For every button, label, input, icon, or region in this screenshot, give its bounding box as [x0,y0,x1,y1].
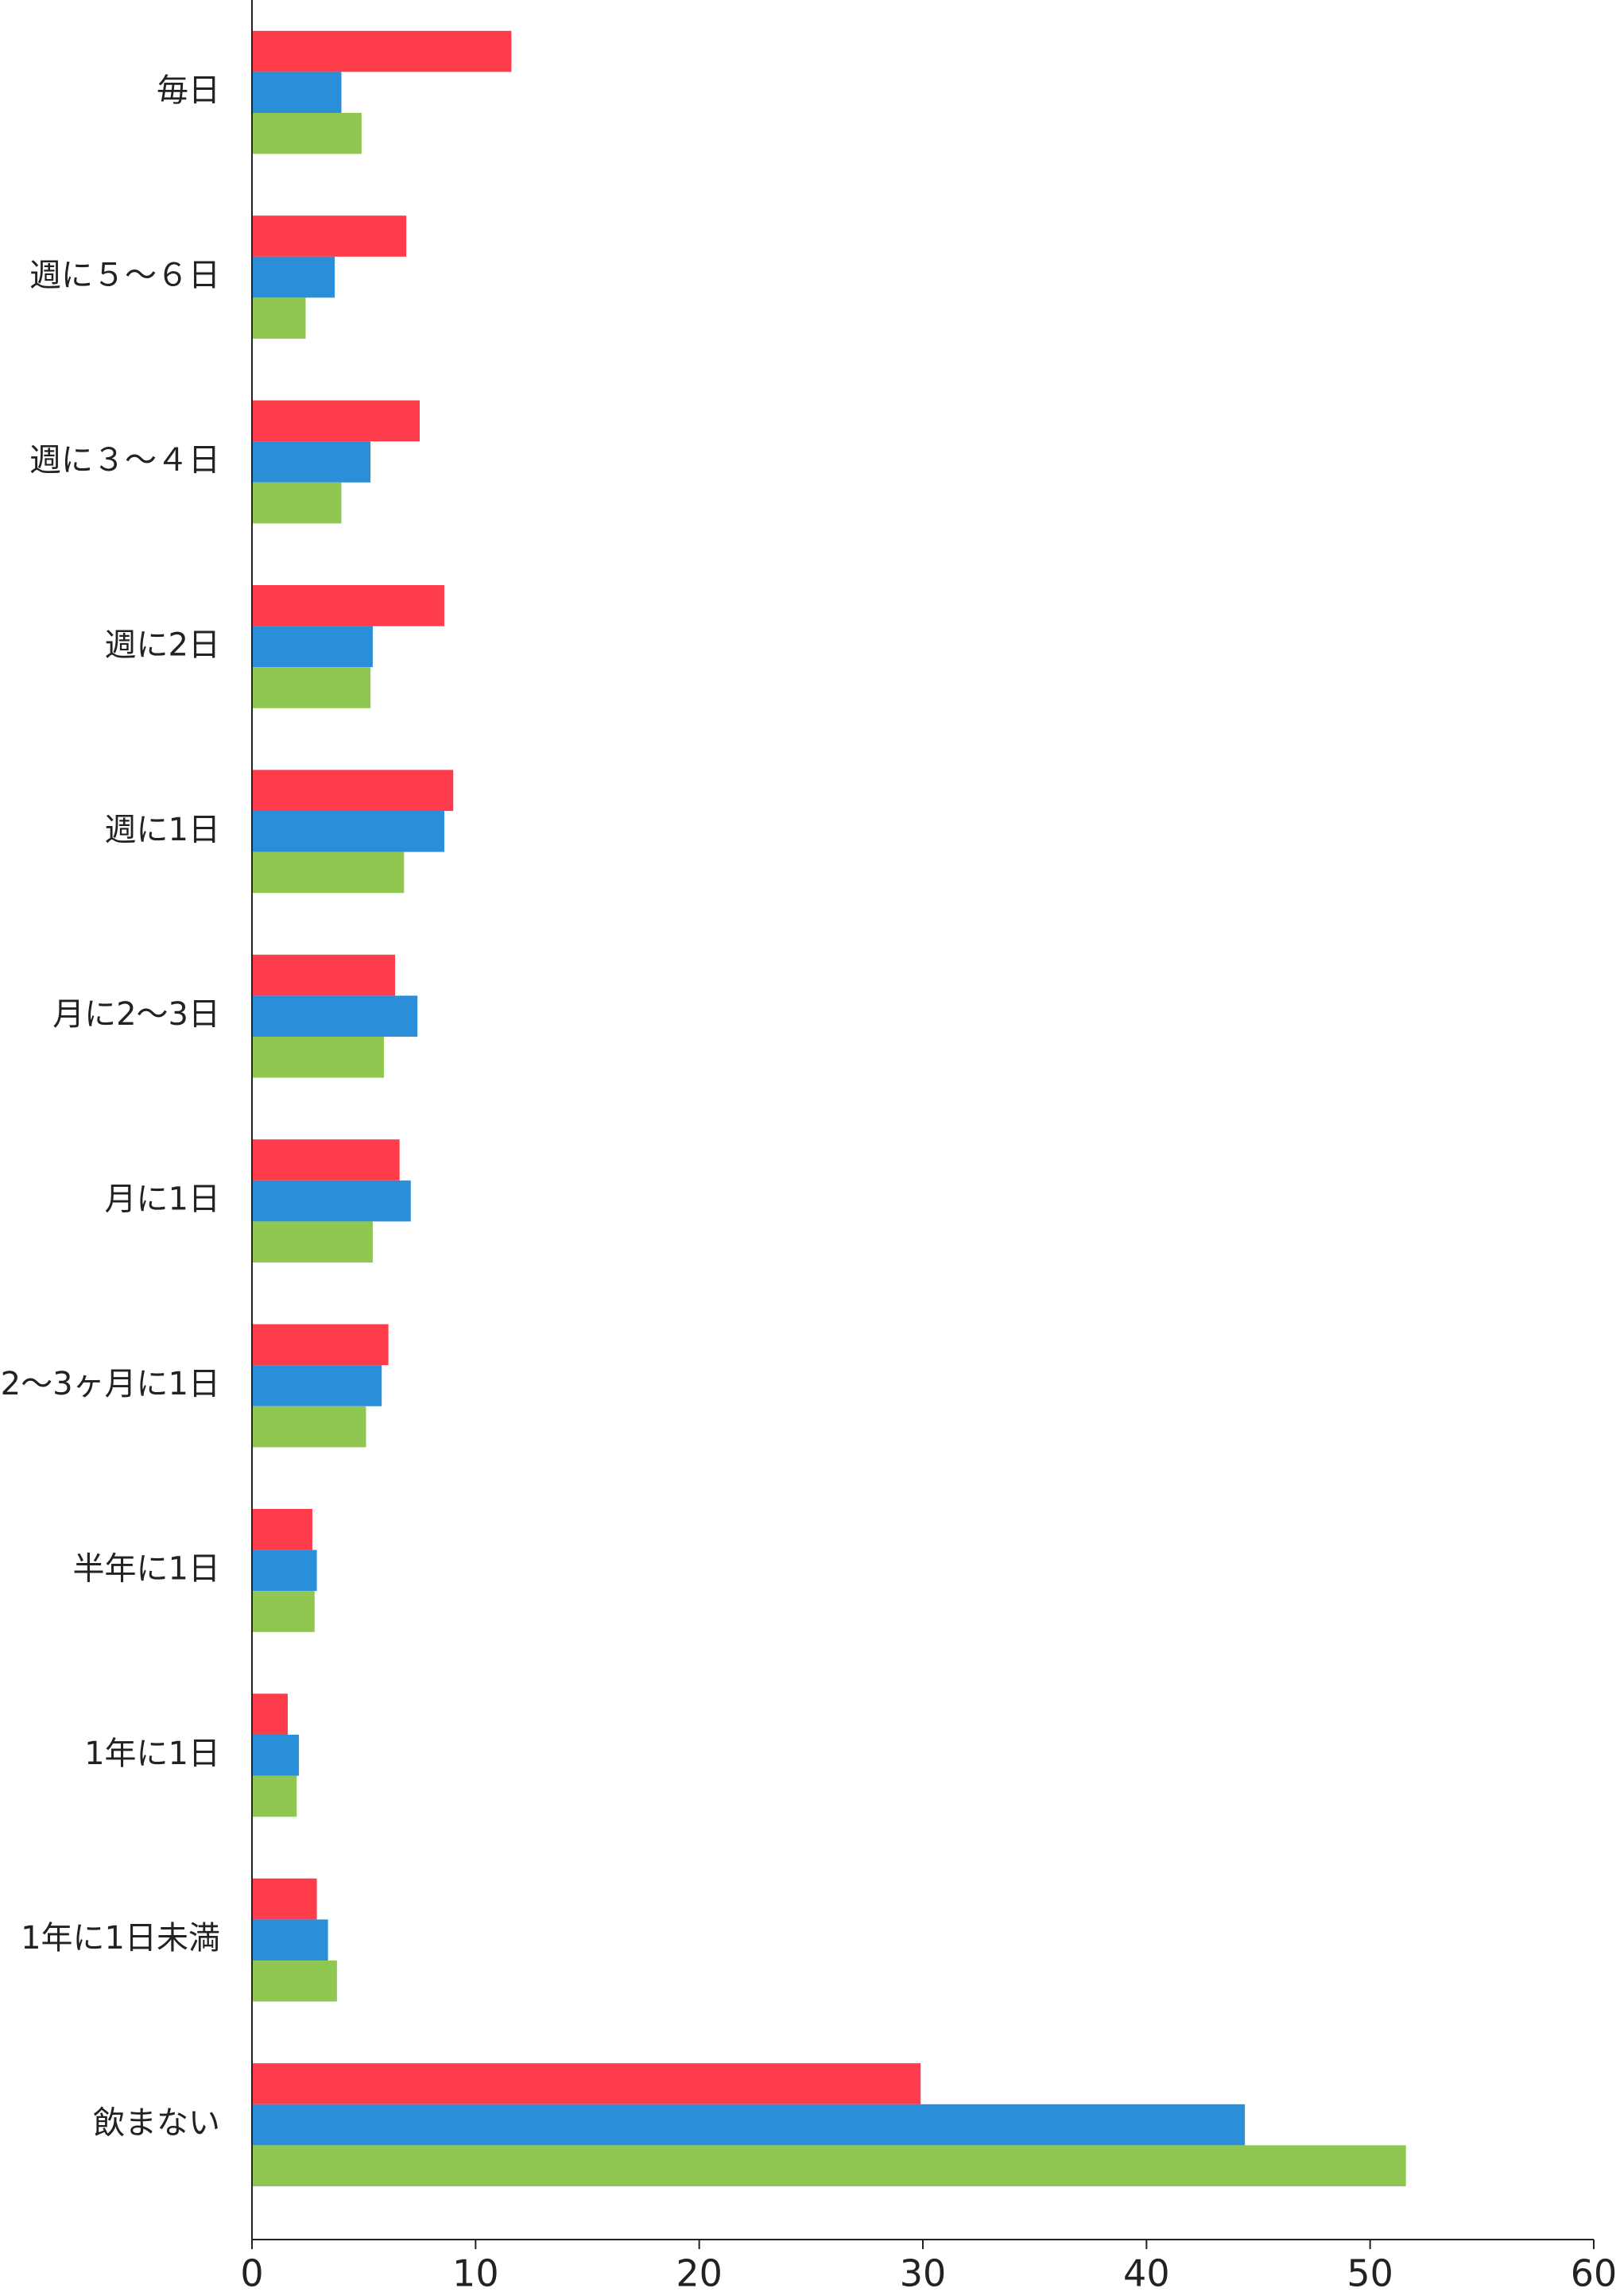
bar [252,811,444,852]
bar [252,215,407,257]
x-tick-label: 30 [900,2252,947,2295]
y-tick-label: 週に1日 [105,812,220,848]
bar [252,954,396,996]
bar [252,626,373,668]
y-tick-label: 週に３～４日 [29,442,220,479]
x-tick-label: 60 [1571,2252,1616,2295]
bar [252,2063,921,2104]
bar [252,1591,315,1632]
x-tick-label: 20 [676,2252,723,2295]
bar [252,1139,400,1181]
bar [252,851,405,894]
y-tick-label: 週に５～６日 [29,258,220,294]
bar [252,667,371,708]
y-tick-label: 月に1日 [105,1181,220,1218]
bar [252,30,512,72]
y-tick-label: 半年に1日 [73,1550,220,1587]
bar [252,1037,384,1078]
bar [252,1693,289,1735]
y-tick-label: 2〜3ヶ月に1日 [1,1366,220,1402]
y-tick-label: 1年に1日 [84,1736,220,1772]
y-tick-label: 飲まない [93,2105,220,2142]
bar [252,1509,312,1550]
bar [252,72,342,113]
bar [252,2145,1406,2186]
bar [252,1919,328,1961]
y-tick-label: 週に2日 [105,626,220,663]
bar [252,1878,317,1920]
bar [252,1775,297,1817]
x-tick-label: 0 [240,2252,263,2295]
bar [252,995,418,1037]
bar [252,256,335,298]
y-tick-label: 毎日 [157,72,220,109]
bar [252,400,420,442]
y-tick-label: 月に2〜3日 [52,996,220,1033]
bar [252,1735,300,1776]
x-tick-label: 50 [1347,2252,1393,2295]
bar [252,1365,382,1406]
bar [252,1324,389,1366]
bar [252,1961,337,2002]
bar [252,1406,366,1448]
bar [252,297,306,339]
bar [252,1549,317,1592]
x-tick-label: 10 [452,2252,499,2295]
bar [252,441,371,483]
bar [252,482,342,524]
bar [252,770,454,811]
bar [252,113,362,154]
bar [252,1180,411,1222]
bar [252,1221,373,1262]
x-tick-label: 40 [1123,2252,1170,2295]
y-tick-label: 1年に1日未満 [21,1920,220,1957]
bar [252,585,444,626]
bar [252,2104,1246,2146]
